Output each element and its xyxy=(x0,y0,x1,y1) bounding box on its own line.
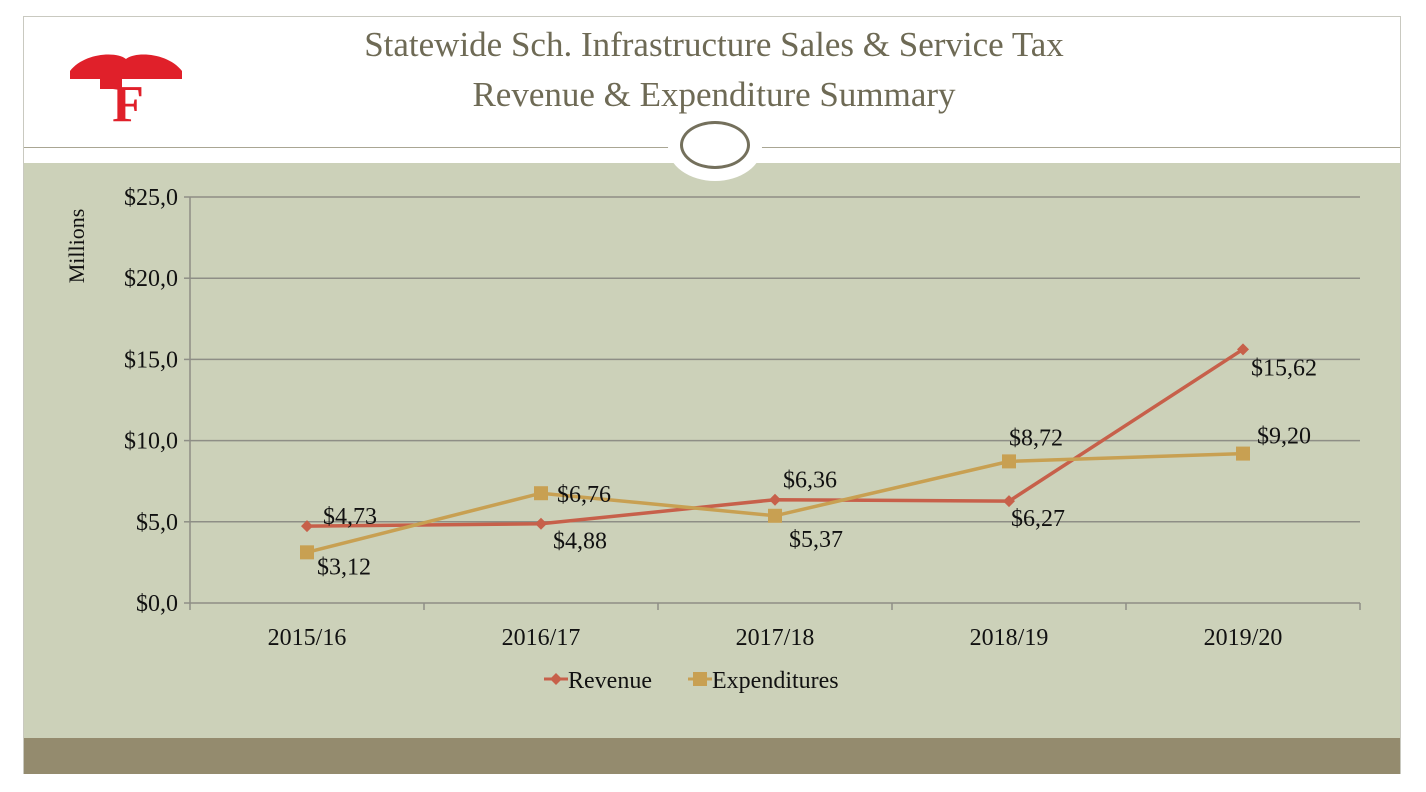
logo-letter: F xyxy=(112,76,144,123)
data-label-revenue: $6,27 xyxy=(1011,506,1065,532)
data-label-revenue: $6,36 xyxy=(783,468,837,494)
data-point-expenditures xyxy=(1002,454,1016,469)
y-axis-title: Millions xyxy=(64,209,89,284)
data-label-revenue: $4,73 xyxy=(323,504,377,530)
data-label-expenditures: $9,20 xyxy=(1257,424,1311,450)
page-title-line-2: Revenue & Expenditure Summary xyxy=(472,75,956,114)
divider-medallion-ring xyxy=(680,121,750,169)
page-title-line-1: Statewide Sch. Infrastructure Sales & Se… xyxy=(364,25,1064,64)
legend-label-expenditures: Expenditures xyxy=(712,668,839,694)
x-tick-label: 2015/16 xyxy=(268,625,347,651)
legend-marker-revenue xyxy=(550,673,562,685)
y-tick-label: $10,0 xyxy=(124,429,178,455)
logo-bar xyxy=(100,79,122,89)
data-label-expenditures: $3,12 xyxy=(317,554,371,580)
legend-marker-expenditures xyxy=(693,672,707,686)
legend-label-revenue: Revenue xyxy=(568,668,652,694)
data-label-revenue: $15,62 xyxy=(1251,355,1317,381)
x-tick-label: 2018/19 xyxy=(970,625,1049,651)
x-tick-label: 2016/17 xyxy=(502,625,581,651)
data-label-expenditures: $6,76 xyxy=(557,482,611,508)
data-point-revenue xyxy=(1003,495,1015,508)
footer-band xyxy=(24,738,1400,774)
y-tick-label: $20,0 xyxy=(124,266,178,292)
data-label-expenditures: $5,37 xyxy=(789,527,843,553)
x-tick-label: 2017/18 xyxy=(736,625,815,651)
data-label-revenue: $4,88 xyxy=(553,529,607,555)
data-point-expenditures xyxy=(768,508,782,523)
data-point-revenue xyxy=(1237,343,1249,356)
logo-mark xyxy=(70,54,182,79)
data-point-expenditures xyxy=(300,545,314,560)
y-tick-label: $5,0 xyxy=(136,510,178,536)
y-tick-label: $25,0 xyxy=(124,185,178,211)
y-tick-label: $15,0 xyxy=(124,347,178,373)
data-point-expenditures xyxy=(534,486,548,501)
logo: F xyxy=(70,54,182,123)
data-point-expenditures xyxy=(1236,446,1250,461)
data-point-revenue xyxy=(769,493,781,506)
data-label-expenditures: $8,72 xyxy=(1009,425,1063,451)
data-point-revenue xyxy=(301,520,313,533)
y-tick-label: $0,0 xyxy=(136,591,178,617)
chart-area xyxy=(24,163,1400,738)
data-point-revenue xyxy=(535,517,547,530)
x-tick-label: 2019/20 xyxy=(1204,625,1283,651)
